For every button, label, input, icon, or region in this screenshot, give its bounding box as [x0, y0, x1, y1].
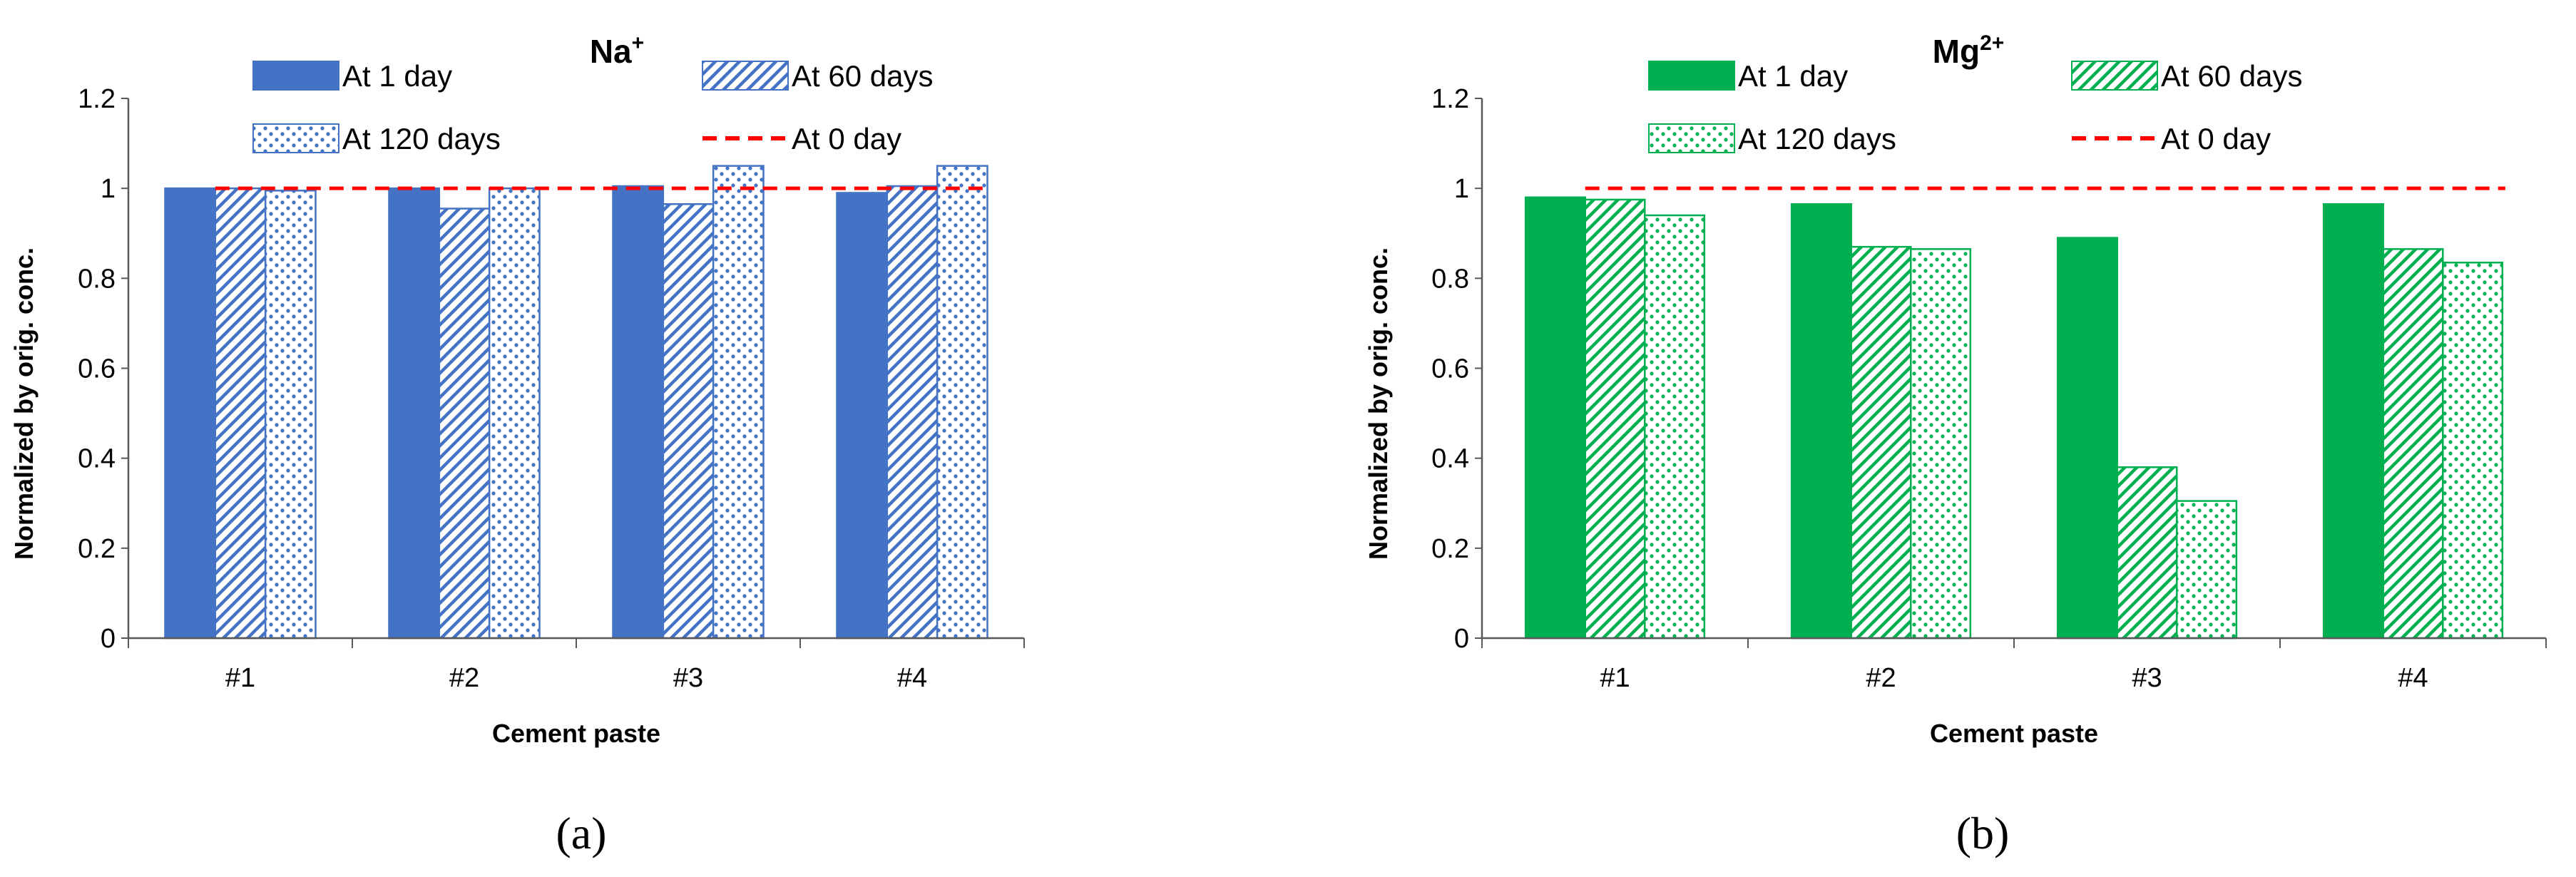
bar-at-120-days-paste-1	[1644, 214, 1706, 640]
chart-title-base: Mg	[1933, 33, 1980, 70]
panel-caption: (a)	[556, 808, 606, 858]
legend-label-at-1-day: At 1 day	[342, 59, 452, 93]
x-axis-label: Cement paste	[1930, 719, 2098, 748]
bar-at-120-days-paste-3	[712, 165, 765, 640]
x-tick-label: #1	[225, 663, 255, 693]
bar-at-1-day-paste-1	[1524, 196, 1586, 640]
y-tick-label: 0.4	[78, 444, 116, 474]
panel-caption: (b)	[1956, 808, 2010, 858]
bar-at-60-days-paste-1	[1584, 198, 1646, 640]
chart-panel-b: Mg2+ At 1 day At 60 days At 120 days At …	[1364, 31, 2547, 858]
y-axis-label: Normalized by orig. conc.	[1364, 247, 1393, 560]
bar-at-120-days-paste-3	[2176, 500, 2238, 640]
plot-area: 0 0.2 0.4 0.6 0.8 1 1.2 #1 #2 #3 #4	[1431, 84, 2547, 693]
y-tick-label: 1	[1454, 174, 1469, 204]
bar-at-1-day-paste-3	[2056, 237, 2118, 640]
legend-label-at-1-day: At 1 day	[1738, 59, 1848, 93]
plot-area: 0 0.2 0.4 0.6 0.8 1 1.2 #1 #2 #3 #4	[78, 84, 1025, 693]
bar-at-1-day-paste-3	[612, 185, 665, 640]
x-tick-label: #3	[673, 663, 703, 693]
x-tick-label: #1	[1600, 663, 1630, 693]
chart-panel-a: Na+ At 1 day At 60 days At 120 days At 0…	[9, 31, 1025, 858]
bar-at-1-day-paste-4	[836, 192, 889, 640]
y-tick-label: 1.2	[78, 84, 116, 114]
y-tick-label: 0.2	[78, 534, 116, 564]
bar-at-120-days-paste-1	[264, 190, 317, 640]
chart-title: Na+	[590, 31, 644, 70]
bar-at-60-days-paste-2	[1850, 245, 1912, 640]
legend-swatch-at-120-days	[1648, 123, 1735, 153]
legend-label-at-0-day: At 0 day	[792, 122, 901, 155]
legend-swatch-at-120-days	[252, 123, 339, 153]
x-tick-label: #2	[1866, 663, 1896, 693]
legend-label-at-60-days: At 60 days	[2161, 59, 2302, 93]
x-tick-label: #3	[2132, 663, 2162, 693]
legend-label-at-120-days: At 120 days	[1738, 122, 1896, 155]
bar-at-60-days-paste-3	[662, 202, 715, 640]
y-tick-label: 0.4	[1431, 444, 1469, 474]
bar-at-60-days-paste-4	[886, 185, 939, 640]
y-tick-label: 1.2	[1431, 84, 1469, 114]
bar-at-1-day-paste-4	[2322, 202, 2384, 640]
chart-title-base: Na	[590, 33, 632, 70]
x-tick-label: #4	[2398, 663, 2428, 693]
legend-swatch-at-60-days	[702, 61, 789, 91]
legend-label-at-0-day: At 0 day	[2161, 122, 2271, 155]
y-tick-label: 0.8	[78, 264, 116, 294]
chart-title-superscript: +	[632, 31, 645, 55]
x-axis-label: Cement paste	[492, 719, 660, 748]
x-tick-label: #4	[897, 663, 927, 693]
legend: At 1 day At 60 days At 120 days At 0 day	[252, 59, 933, 155]
chart-title: Mg2+	[1933, 31, 2005, 70]
legend-label-at-60-days: At 60 days	[792, 59, 933, 93]
y-tick-label: 1	[101, 174, 116, 204]
bar-at-1-day-paste-2	[388, 187, 441, 640]
bar-at-120-days-paste-2	[1910, 248, 1972, 640]
x-tick-label: #2	[449, 663, 479, 693]
y-tick-label: 0	[1454, 624, 1469, 654]
y-tick-label: 0.6	[1431, 354, 1469, 384]
bar-at-1-day-paste-2	[1790, 202, 1852, 640]
bar-at-60-days-paste-4	[2382, 248, 2444, 640]
legend: At 1 day At 60 days At 120 days At 0 day	[1648, 59, 2302, 155]
bar-at-120-days-paste-2	[488, 187, 541, 640]
legend-swatch-at-1-day	[252, 61, 339, 91]
bar-at-60-days-paste-2	[438, 207, 491, 640]
y-tick-label: 0.8	[1431, 264, 1469, 294]
y-tick-label: 0.6	[78, 354, 116, 384]
legend-label-at-120-days: At 120 days	[342, 122, 501, 155]
bar-at-1-day-paste-1	[164, 187, 217, 640]
bar-at-60-days-paste-3	[2116, 466, 2178, 640]
y-tick-label: 0.2	[1431, 534, 1469, 564]
bar-at-120-days-paste-4	[936, 165, 988, 640]
y-tick-label: 0	[101, 624, 116, 654]
bar-at-120-days-paste-4	[2442, 262, 2504, 640]
y-axis-label: Normalized by orig. conc.	[9, 247, 39, 560]
legend-swatch-at-60-days	[2071, 61, 2158, 91]
bar-at-60-days-paste-1	[214, 187, 267, 640]
chart-title-superscript: 2+	[1980, 31, 2004, 55]
legend-swatch-at-1-day	[1648, 61, 1735, 91]
